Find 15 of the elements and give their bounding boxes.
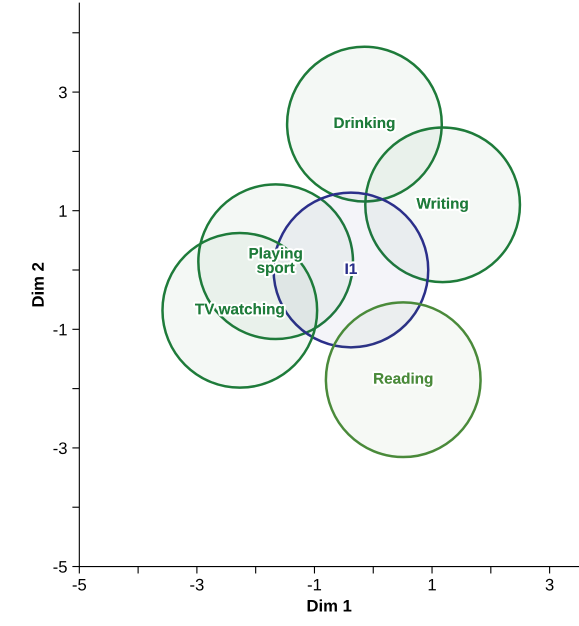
series-label: Writing (416, 198, 468, 212)
y-tick-label: -3 (53, 442, 67, 454)
x-tick-label: -5 (72, 578, 86, 591)
y-tick-label: 3 (58, 86, 67, 98)
x-tick-label: 1 (428, 578, 436, 590)
y-axis-title: Dim 2 (32, 262, 44, 306)
x-tick-label: -3 (190, 578, 204, 591)
x-tick-label: -1 (308, 578, 322, 590)
y-tick-label: 1 (60, 205, 67, 217)
series-label: Reading (374, 372, 432, 387)
x-tick-label: 3 (546, 578, 554, 591)
series-label: Drinking (334, 116, 394, 132)
y-tick-label: -5 (53, 561, 67, 573)
x-axis-title: Dim 1 (308, 599, 352, 612)
y-tick-label: -1 (53, 324, 67, 336)
